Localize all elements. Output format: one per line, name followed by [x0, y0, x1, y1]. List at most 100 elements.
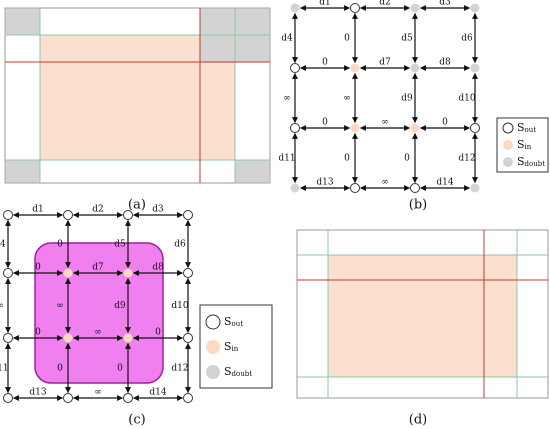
- edge-label: d12: [171, 364, 188, 374]
- node-out: [350, 183, 360, 193]
- edge-label: d4: [281, 34, 293, 44]
- legend-marker: [503, 140, 513, 150]
- edge-label: d2: [379, 0, 391, 8]
- node-out: [123, 210, 133, 220]
- legend-subscript: doubt: [525, 160, 546, 168]
- legend-subscript: in: [232, 345, 239, 353]
- node-doubt: [290, 183, 300, 193]
- legend-subscript: out: [232, 320, 244, 328]
- edge-label: 0: [57, 240, 63, 250]
- edge-label: 0: [322, 58, 328, 68]
- node-doubt: [470, 183, 480, 193]
- node-out: [410, 183, 420, 193]
- edge-label: d6: [174, 240, 186, 250]
- edge-label: d8: [152, 263, 164, 273]
- legend-symbol: S: [224, 365, 232, 378]
- node-out: [183, 333, 193, 343]
- edge-label: ∞: [0, 301, 4, 311]
- edge-label: 0: [404, 154, 410, 164]
- edge-label: 0: [35, 328, 41, 338]
- edge-label: 0: [442, 118, 448, 128]
- node-out: [183, 210, 193, 220]
- node-doubt: [470, 63, 480, 73]
- edge-label: ∞: [381, 118, 389, 128]
- edge-label: 0: [322, 118, 328, 128]
- edge-label: 0: [344, 34, 350, 44]
- legend-label: Sin: [224, 340, 239, 353]
- legend-subscript: out: [525, 126, 537, 134]
- edge-label: d12: [458, 154, 475, 164]
- edge-label: d11: [278, 154, 295, 164]
- legend-symbol: S: [224, 315, 232, 328]
- green-lines: [5, 8, 270, 183]
- caption: (d): [409, 413, 427, 428]
- legend-marker: [206, 365, 220, 379]
- node-doubt: [290, 3, 300, 13]
- red-lines: [297, 230, 548, 398]
- node-out: [3, 333, 13, 343]
- edge-label: ∞: [94, 388, 102, 398]
- edge-label: d6: [461, 34, 473, 44]
- node-in: [123, 333, 133, 343]
- edge-label: 0: [344, 154, 350, 164]
- legend-symbol: S: [517, 121, 525, 134]
- edge-label: ∞: [56, 301, 64, 311]
- edge-label: d5: [401, 34, 413, 44]
- panel-a: [4, 7, 271, 184]
- node-in: [350, 63, 360, 73]
- node-out: [3, 210, 13, 220]
- node-in: [410, 123, 420, 133]
- edge-label: d8: [439, 58, 451, 68]
- legend-symbol: S: [517, 138, 525, 151]
- edge-label: 0: [35, 263, 41, 273]
- node-out: [183, 268, 193, 278]
- node-in: [123, 268, 133, 278]
- edge-label: ∞: [283, 94, 291, 104]
- legend-subscript: in: [525, 143, 532, 151]
- legend-symbol: S: [224, 340, 232, 353]
- edge-label: d1: [32, 205, 44, 215]
- edge-label: ∞: [94, 328, 102, 338]
- legend-marker: [205, 314, 221, 330]
- legend-marker: [206, 340, 220, 354]
- edge-label: d11: [0, 364, 9, 374]
- legend-subscript: doubt: [232, 370, 253, 378]
- edge-label: d5: [114, 240, 126, 250]
- node-doubt: [410, 3, 420, 13]
- edge-label: d1: [319, 0, 331, 8]
- inner-region: [328, 255, 517, 377]
- edge-label: ∞: [343, 94, 351, 104]
- node-out: [350, 3, 360, 13]
- panel-d: [296, 229, 549, 399]
- edge-label: d13: [316, 178, 333, 188]
- node-out: [290, 123, 300, 133]
- legend-marker: [503, 157, 513, 167]
- edge-label: d14: [436, 178, 453, 188]
- legend-label: Sout: [224, 315, 243, 328]
- node-out: [290, 63, 300, 73]
- edge-label: d9: [114, 301, 126, 311]
- node-in: [63, 333, 73, 343]
- node-out: [63, 393, 73, 403]
- caption: (c): [128, 413, 145, 428]
- caption: (b): [409, 198, 427, 213]
- node-out: [63, 210, 73, 220]
- node-out: [3, 393, 13, 403]
- edge-label: 0: [117, 364, 123, 374]
- node-out: [3, 268, 13, 278]
- edge-label: d7: [379, 58, 391, 68]
- edge-label: d7: [92, 263, 104, 273]
- red-lines: [5, 8, 270, 183]
- node-doubt: [410, 63, 420, 73]
- edge-label: d13: [29, 388, 46, 398]
- edge-label: d9: [401, 94, 413, 104]
- edge-label: d4: [0, 240, 6, 250]
- green-lines: [297, 230, 548, 398]
- node-doubt: [470, 3, 480, 13]
- edge-label: d3: [152, 205, 164, 215]
- edge-label: d10: [458, 94, 475, 104]
- legend-label: Sin: [517, 138, 532, 151]
- node-out: [470, 123, 480, 133]
- node-out: [183, 393, 193, 403]
